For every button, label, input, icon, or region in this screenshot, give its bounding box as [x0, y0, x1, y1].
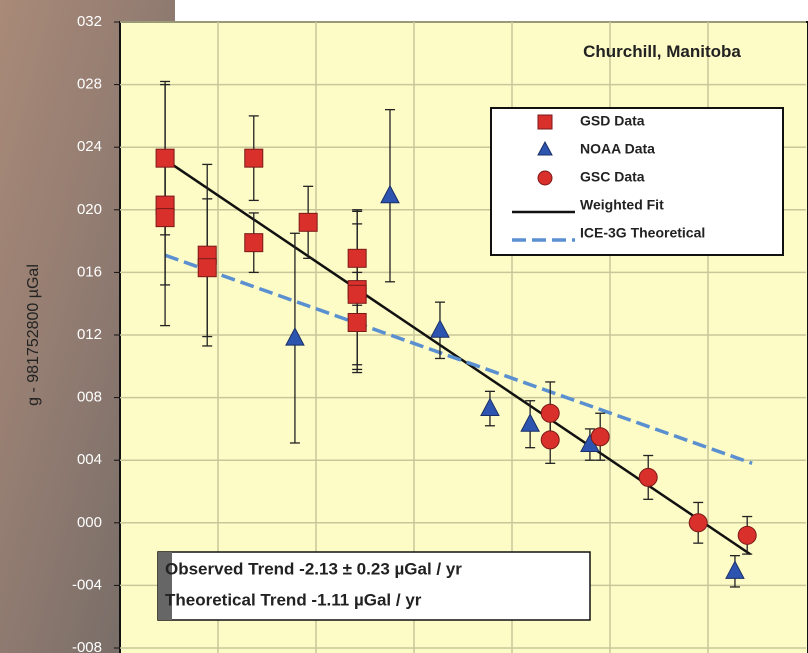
legend-label: NOAA Data	[580, 141, 655, 157]
annotation: Observed Trend -2.13 ± 0.23 µGal / yr	[165, 559, 462, 578]
marker	[590, 427, 610, 447]
y-tick-label: 008	[77, 389, 102, 406]
legend-label: GSC Data	[580, 169, 645, 185]
marker	[540, 403, 560, 423]
trend-line	[164, 253, 753, 465]
marker	[480, 397, 500, 417]
marker	[430, 319, 450, 338]
y-tick-label: 024	[77, 138, 102, 155]
marker	[298, 212, 318, 232]
marker	[537, 140, 553, 156]
y-axis-label: g - 981752800 µGal	[25, 264, 42, 406]
marker	[540, 430, 560, 450]
y-tick-label: -008	[72, 639, 102, 653]
marker	[737, 525, 757, 545]
marker	[347, 312, 367, 332]
annotation-box	[157, 551, 591, 621]
legend-label: ICE-3G Theoretical	[580, 225, 705, 241]
marker	[155, 148, 175, 168]
trend-line	[164, 158, 751, 556]
marker	[285, 327, 305, 346]
y-tick-label: 000	[77, 514, 102, 531]
y-tick-label: 004	[77, 451, 102, 468]
marker	[520, 413, 540, 432]
y-tick-label: 020	[77, 201, 102, 218]
chart-title: Churchill, Manitoba	[583, 42, 741, 61]
marker	[537, 170, 553, 186]
y-tick-label: 028	[77, 76, 102, 93]
marker	[347, 284, 367, 304]
annotation: Theoretical Trend -1.11 µGal / yr	[165, 590, 422, 609]
y-tick-label: 012	[77, 326, 102, 343]
marker	[638, 467, 658, 487]
marker	[688, 513, 708, 533]
y-tick-label: 016	[77, 263, 102, 280]
y-tick-label: -004	[72, 576, 102, 593]
marker	[537, 114, 553, 130]
marker	[347, 248, 367, 268]
marker	[155, 208, 175, 228]
marker	[725, 560, 745, 579]
marker	[244, 233, 264, 253]
marker	[197, 258, 217, 278]
y-tick-label: 032	[77, 13, 102, 30]
legend-label: Weighted Fit	[580, 197, 664, 213]
marker	[244, 148, 264, 168]
legend-label: GSD Data	[580, 113, 645, 129]
marker	[380, 184, 400, 204]
annotation-strip	[158, 552, 172, 620]
